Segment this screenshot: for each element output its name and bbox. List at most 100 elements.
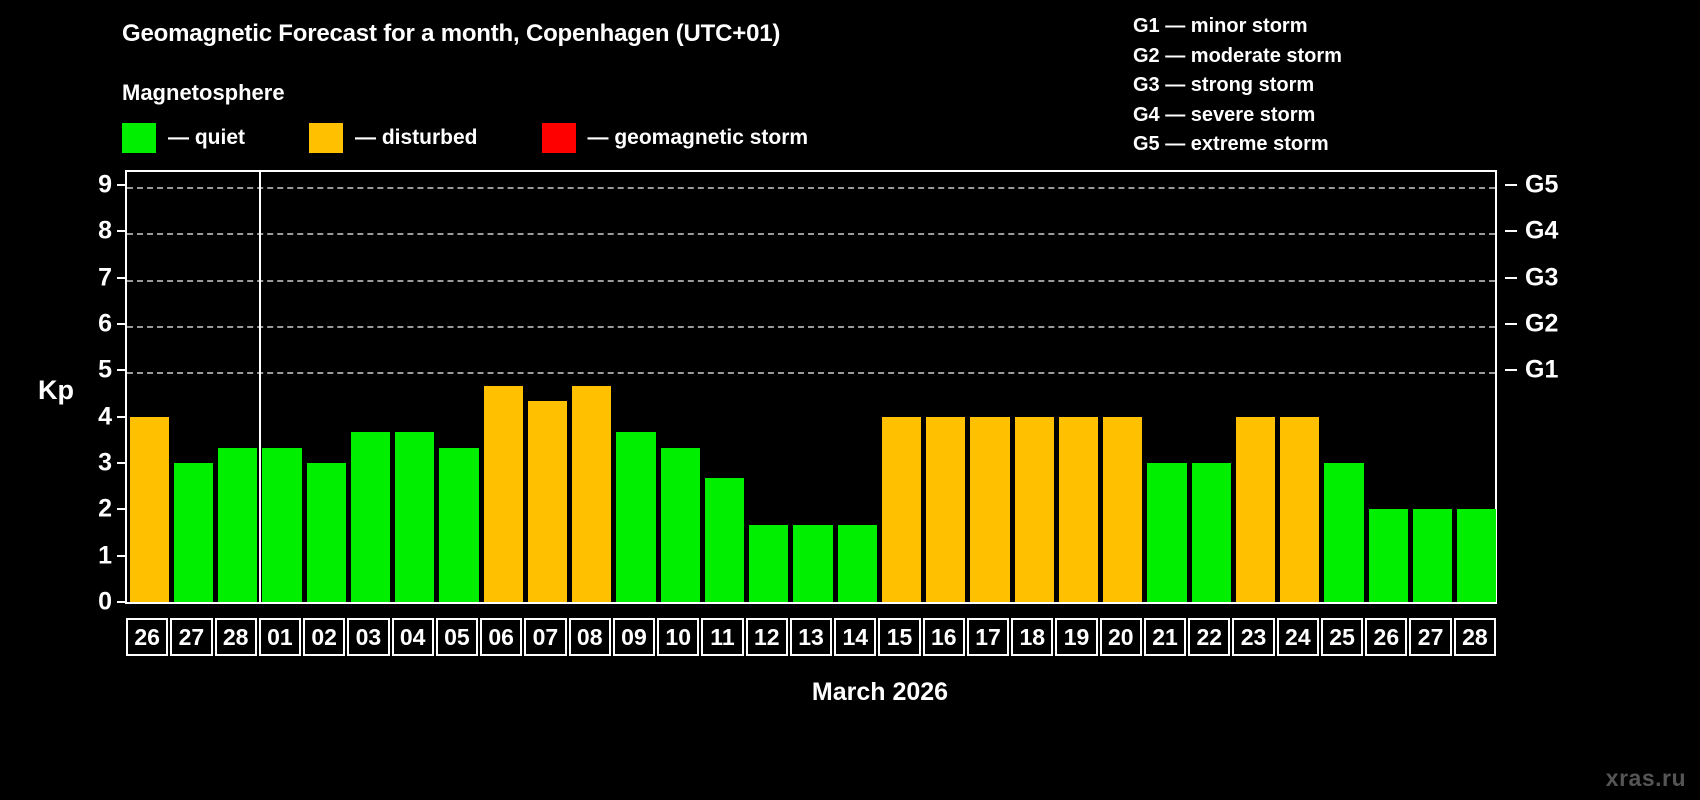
bar	[660, 447, 700, 602]
legend-item-disturbed: — disturbed	[309, 123, 478, 153]
legend-swatch-storm	[541, 123, 576, 153]
gridline	[127, 279, 1495, 282]
x-axis-day-label: 11	[701, 618, 744, 656]
g-scale-key-line: G1 — minor storm	[1133, 15, 1308, 37]
bar	[1280, 416, 1320, 602]
bar	[395, 431, 435, 602]
plot-box	[125, 170, 1497, 604]
bar	[1368, 509, 1408, 602]
x-axis-day-label: 22	[1188, 618, 1231, 656]
bar	[350, 431, 391, 602]
bar	[527, 401, 568, 602]
y-axis-tickmark	[117, 415, 126, 418]
g-scale-key-line: G5 — extreme storm	[1133, 133, 1329, 155]
x-axis-day-label: 09	[612, 618, 656, 656]
bar	[439, 447, 479, 602]
x-axis-day-label: 26	[126, 618, 169, 656]
bar	[1191, 463, 1231, 602]
x-axis-day-label: 02	[303, 618, 346, 656]
bar	[926, 416, 966, 602]
g-scale-key-line: G3 — strong storm	[1133, 74, 1315, 96]
x-axis-day-label: 14	[834, 618, 877, 656]
x-axis-day-label: 26	[1365, 618, 1408, 656]
y-axis-tickmark	[117, 369, 126, 372]
legend: — quiet — disturbed — geomagnetic storm	[122, 122, 808, 154]
g-scale-tickmark	[1505, 369, 1517, 372]
g-scale-axis: G1 G2 G3 G4 G5	[1505, 0, 1585, 800]
g-scale-key: G1 — minor storm G2 — moderate storm G3 …	[1133, 12, 1342, 160]
g-scale-key-line: G4 — severe storm	[1133, 103, 1316, 126]
bars-layer	[127, 172, 1497, 602]
bar	[129, 416, 169, 602]
g-scale-tick-label: G1	[1525, 355, 1559, 384]
x-axis-day-label: 17	[966, 618, 1010, 656]
legend-label-quiet: — quiet	[168, 126, 245, 149]
x-axis-day-label: 12	[745, 618, 788, 656]
bar	[881, 416, 922, 602]
x-axis-day-label: 27	[1409, 618, 1452, 656]
x-axis-day-label: 15	[878, 618, 921, 656]
bar	[970, 416, 1010, 602]
y-axis-title: Kp	[38, 375, 74, 405]
y-axis-tick-label: 7	[98, 263, 112, 292]
x-axis-day-label: 18	[1011, 618, 1054, 656]
g-scale-tickmark	[1505, 323, 1517, 325]
x-axis-day-label: 13	[789, 618, 833, 656]
g-scale-tickmark	[1505, 230, 1517, 233]
x-axis-day-label: 03	[347, 618, 390, 656]
x-axis-day-label: 28	[1453, 618, 1496, 656]
legend-swatch-quiet	[122, 123, 156, 153]
gridline	[127, 187, 1495, 189]
g-scale-key-line: G2 — moderate storm	[1133, 44, 1342, 67]
g-scale-tickmark	[1505, 184, 1517, 186]
y-axis-tickmark	[117, 323, 126, 325]
bar	[262, 447, 302, 602]
legend-item-quiet: — quiet	[122, 123, 245, 153]
y-axis-tickmark	[117, 276, 126, 279]
g-scale-tick-label: G4	[1525, 216, 1559, 245]
bar	[616, 431, 656, 602]
y-axis-tick-label: 8	[98, 216, 112, 245]
x-axis-day-label: 06	[480, 618, 523, 656]
x-axis-day-label: 07	[524, 618, 567, 656]
bar	[483, 385, 523, 602]
x-axis-day-labels: 26 27 28 01 02 03 04 05 06 07 08 09 10 11 12 13 14 15 16 17…	[125, 618, 1497, 658]
y-axis-tick-labels: 0 1 2 3 4 5 6 7 8 9	[72, 0, 112, 800]
y-axis-tick-label: 4	[98, 402, 112, 431]
x-axis-day-label: 28	[214, 618, 257, 656]
y-axis-tick-label: 9	[98, 170, 112, 199]
y-axis-tick-label: 1	[98, 541, 112, 570]
y-axis-tick-label: 5	[98, 355, 112, 384]
g-scale-tick-label: G5	[1525, 170, 1559, 199]
x-axis-day-label: 16	[922, 618, 965, 656]
bar	[173, 463, 213, 602]
bar	[1235, 416, 1276, 602]
bar	[572, 385, 612, 602]
g-scale-tick-label: G3	[1525, 263, 1559, 292]
x-axis-title: March 2026	[811, 678, 949, 706]
bar	[1457, 509, 1497, 602]
y-axis-tickmark	[117, 554, 126, 557]
legend-label-disturbed: — disturbed	[355, 126, 478, 149]
legend-swatch-disturbed	[309, 123, 343, 153]
gridline	[127, 372, 1495, 375]
y-axis-tickmarks	[117, 0, 127, 800]
legend-item-storm: — geomagnetic storm	[541, 123, 808, 153]
y-axis-tickmark	[117, 462, 126, 464]
x-axis-day-label: 21	[1143, 618, 1187, 656]
x-axis-day-label: 04	[391, 618, 434, 656]
gridline	[127, 233, 1495, 236]
y-axis-tick-label: 2	[98, 494, 112, 523]
x-axis-day-label: 27	[170, 618, 213, 656]
bar	[1412, 509, 1453, 602]
bar	[749, 524, 789, 602]
bar	[704, 478, 745, 602]
x-axis-day-label: 24	[1276, 618, 1319, 656]
bar	[218, 447, 258, 602]
bar	[793, 524, 833, 602]
legend-heading: Magnetosphere	[122, 80, 285, 105]
bar	[1103, 416, 1143, 602]
y-axis-tick-label: 0	[98, 587, 112, 616]
y-axis-tickmark	[117, 184, 126, 186]
